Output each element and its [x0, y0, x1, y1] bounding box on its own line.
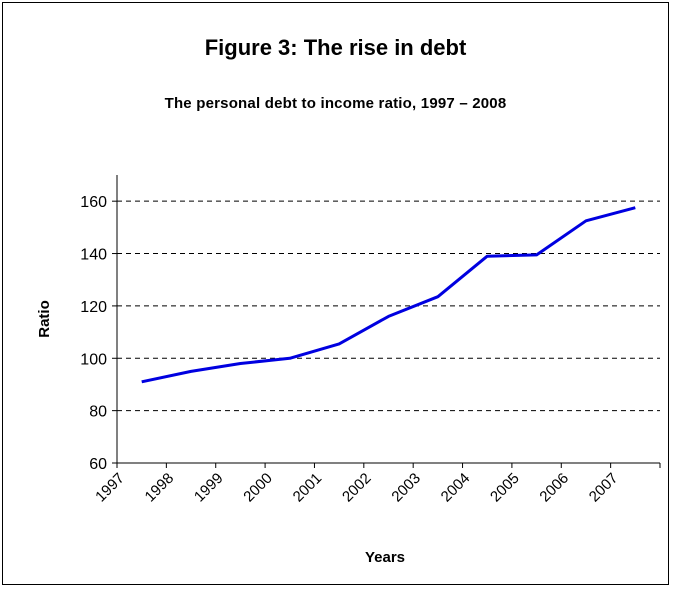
x-tick-label: 1999: [191, 470, 227, 506]
y-tick-label: 100: [80, 351, 107, 368]
x-tick-label: 2002: [339, 470, 375, 506]
chart-subtitle: The personal debt to income ratio, 1997 …: [164, 95, 507, 112]
gridlines: [117, 200, 660, 412]
y-tick-label: 140: [80, 247, 107, 264]
x-tick-label: 1997: [92, 470, 128, 506]
x-axis-title: Years: [365, 549, 405, 566]
series-line: [141, 206, 636, 384]
x-tick-label: 2006: [536, 470, 572, 506]
chart-title: Figure 3: The rise in debt: [204, 35, 467, 60]
x-tick-label: 2005: [487, 470, 523, 506]
y-tick-label: 120: [80, 299, 107, 316]
x-tick-label: 1998: [142, 470, 178, 506]
y-axis-title: Ratio: [36, 300, 53, 338]
y-tick-label: 60: [89, 456, 107, 473]
y-tick-label: 160: [80, 194, 107, 211]
x-tick-label: 2001: [290, 470, 326, 506]
x-tick-label: 2003: [388, 470, 424, 506]
x-tick-labels: 1997 1998 1999 2000 2001 2002 2003 2004 2005 2006…: [92, 463, 661, 506]
x-tick-label: 2007: [586, 470, 622, 506]
y-tick-label: 80: [89, 404, 107, 421]
x-tick-label: 2004: [438, 470, 474, 506]
x-tick-label: 2000: [240, 470, 276, 506]
y-tick-labels: 60 80 100 120 140 160: [80, 194, 117, 473]
chart-frame: Figure 3: The rise in debt The personal …: [2, 2, 669, 585]
